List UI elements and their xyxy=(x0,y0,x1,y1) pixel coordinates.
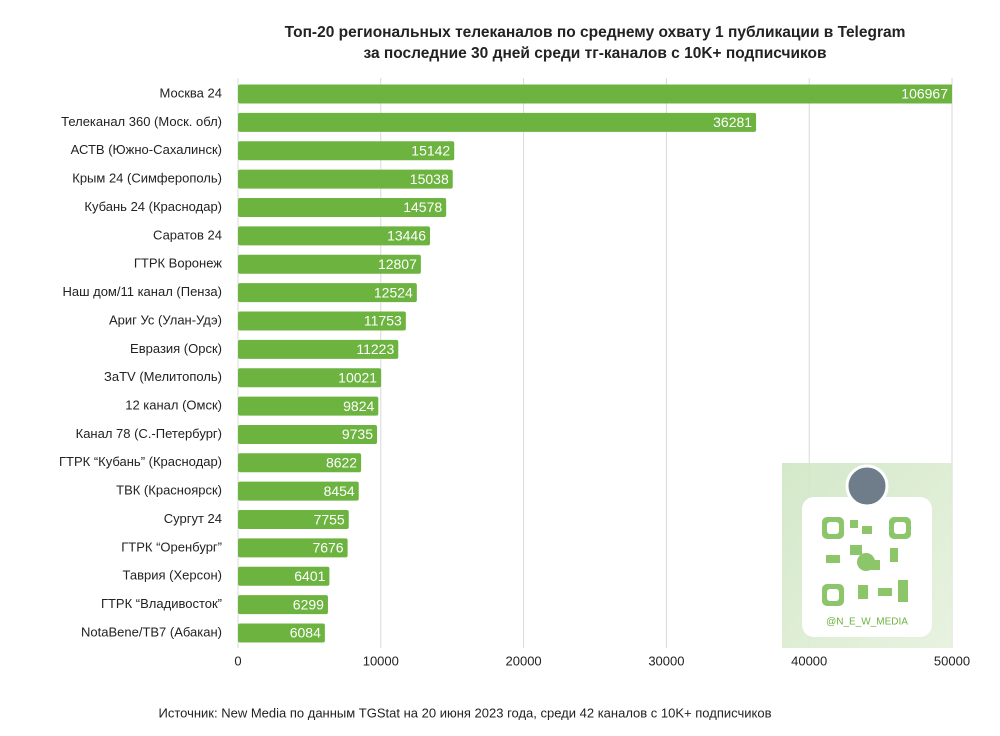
bar xyxy=(238,595,328,615)
bar xyxy=(238,283,417,303)
y-tick-label: ТВК (Красноярск) xyxy=(116,483,222,498)
watermark: @N_E_W_MEDIA xyxy=(782,463,952,648)
value-label: 15142 xyxy=(411,142,450,158)
bar xyxy=(238,510,349,530)
y-tick-label: Крым 24 (Симферополь) xyxy=(72,171,222,186)
value-label: 12524 xyxy=(374,284,413,300)
bar xyxy=(238,453,362,473)
bar xyxy=(238,339,399,359)
y-tick-label: ЗаTV (Мелитополь) xyxy=(104,369,222,384)
x-tick-label: 0 xyxy=(234,653,241,668)
bar xyxy=(238,368,382,388)
y-tick-label: Ариг Ус (Улан-Удэ) xyxy=(109,312,222,327)
y-tick-label: Канал 78 (С.-Петербург) xyxy=(76,426,222,441)
value-label: 11753 xyxy=(364,313,402,329)
value-label: 36281 xyxy=(713,114,752,130)
value-label: 10021 xyxy=(338,369,377,385)
bar xyxy=(238,481,359,501)
y-tick-label: NotaBene/ТВ7 (Абакан) xyxy=(81,624,222,639)
value-label: 14578 xyxy=(403,199,442,215)
x-tick-label: 30000 xyxy=(648,653,684,668)
bar xyxy=(238,396,379,416)
value-label: 6401 xyxy=(294,568,325,584)
y-tick-label: ГТРК Воронеж xyxy=(134,256,222,271)
value-label: 7755 xyxy=(314,511,345,527)
y-tick-label: Сургут 24 xyxy=(164,511,222,526)
x-tick-label: 20000 xyxy=(506,653,542,668)
y-tick-label: ГТРК “Владивосток” xyxy=(101,596,222,611)
x-tick-label: 10000 xyxy=(363,653,399,668)
bar xyxy=(238,226,431,246)
bar xyxy=(238,197,447,217)
y-tick-label: ГТРК “Оренбург” xyxy=(121,539,222,554)
bar xyxy=(238,169,453,189)
bar xyxy=(238,254,421,274)
bar xyxy=(238,311,406,331)
value-label: 7676 xyxy=(312,540,343,556)
bar xyxy=(238,84,952,104)
value-label: 6084 xyxy=(290,625,321,641)
bar xyxy=(238,424,378,444)
y-tick-label: АСТВ (Южно-Сахалинск) xyxy=(71,142,222,157)
y-tick-label: Телеканал 360 (Моск. обл) xyxy=(61,114,222,129)
bar xyxy=(238,538,348,558)
value-label: 106967 xyxy=(901,86,948,102)
value-label: 8454 xyxy=(324,483,355,499)
bar xyxy=(238,112,757,132)
value-label: 9824 xyxy=(343,398,374,414)
x-tick-label: 40000 xyxy=(791,653,827,668)
bar xyxy=(238,623,325,643)
y-tick-label: Таврия (Херсон) xyxy=(123,568,222,583)
y-tick-label: Евразия (Орск) xyxy=(130,341,222,356)
y-tick-label: Кубань 24 (Краснодар) xyxy=(84,199,222,214)
bar xyxy=(238,141,455,161)
value-label: 13446 xyxy=(387,228,426,244)
value-label: 15038 xyxy=(410,171,449,187)
bars xyxy=(238,84,952,643)
source: Источник: New Media по данным TGStat на … xyxy=(159,705,772,720)
value-label: 8622 xyxy=(326,455,357,471)
y-tick-label: Москва 24 xyxy=(160,85,222,100)
labels: 0 10000 20000 30000 40000 50000 Москва 24 10696… xyxy=(59,85,970,668)
y-tick-label: Наш дом/11 канал (Пенза) xyxy=(62,284,222,299)
chart-title: за последние 30 дней среди тг-каналов с … xyxy=(363,45,826,62)
value-label: 12807 xyxy=(378,256,417,272)
chart-title: Топ-20 региональных телеканалов по средн… xyxy=(285,24,906,41)
watermark-text: @N_E_W_MEDIA xyxy=(826,617,908,628)
x-tick-label: 50000 xyxy=(934,653,970,668)
bar xyxy=(238,566,330,586)
value-label: 11223 xyxy=(356,341,394,357)
y-tick-label: ГТРК “Кубань” (Краснодар) xyxy=(59,454,222,469)
y-tick-label: 12 канал (Омск) xyxy=(125,398,222,413)
y-tick-label: Саратов 24 xyxy=(153,227,222,242)
value-label: 9735 xyxy=(342,426,373,442)
value-label: 6299 xyxy=(293,596,324,612)
